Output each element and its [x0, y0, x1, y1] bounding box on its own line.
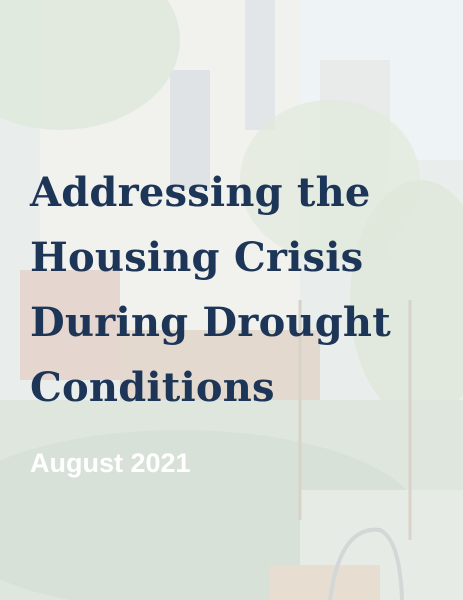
title-line: Housing Crisis: [30, 234, 364, 281]
title-line: During Drought: [30, 299, 391, 346]
cover-title: Addressing the Housing Crisis During Dro…: [30, 160, 391, 420]
title-line: Conditions: [30, 364, 275, 411]
cover-date: August 2021: [30, 448, 191, 478]
title-line: Addressing the: [30, 169, 371, 216]
